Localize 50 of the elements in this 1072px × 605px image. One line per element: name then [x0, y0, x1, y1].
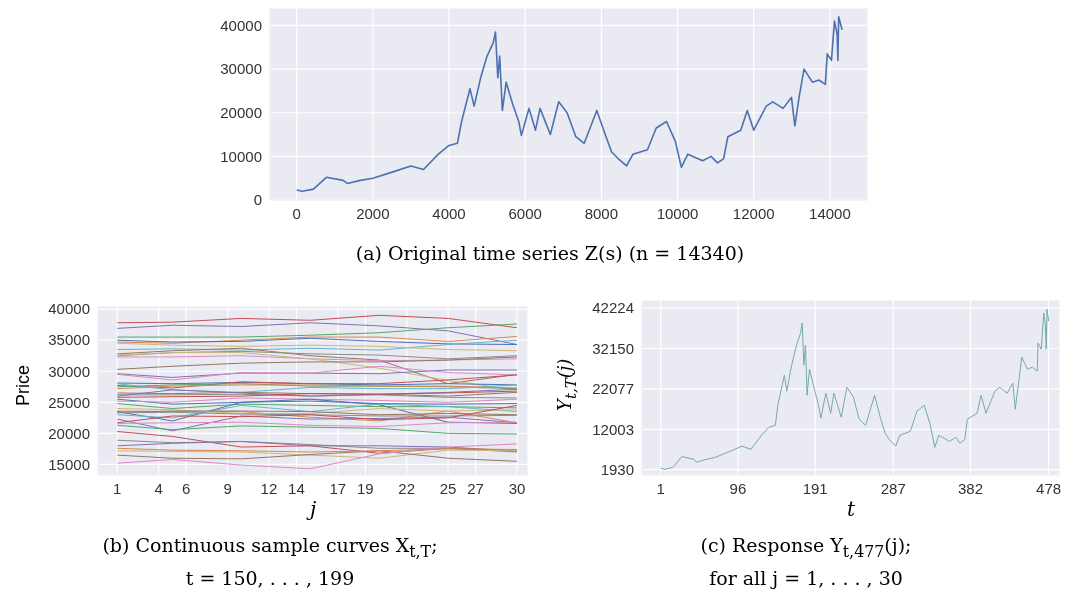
y-tick-label: 30000: [48, 362, 90, 380]
y-tick-label: 40000: [220, 16, 262, 34]
x-tick-label: 27: [467, 479, 484, 497]
x-tick-label: 30: [508, 479, 526, 497]
y-tick-label: 12003: [592, 420, 634, 438]
x-tick-label: 12000: [732, 204, 775, 222]
x-tick-label: 22: [398, 479, 416, 497]
y-tick-label: 0: [253, 191, 262, 209]
x-tick-label: 4: [154, 479, 163, 497]
y-tick-label: 40000: [48, 300, 90, 318]
x-tick-label: 19: [357, 479, 374, 497]
x-tick-label: 2000: [356, 204, 390, 222]
y-tick-label: 20000: [48, 424, 90, 442]
text: (b) Continuous sample curves X$_{t,T}$;: [101, 533, 439, 563]
y-tick-label: 32150: [592, 339, 634, 357]
x-tick-label: 10000: [656, 204, 699, 222]
x-axis-title: t: [845, 497, 856, 521]
x-axis-title: j: [305, 497, 318, 521]
y-tick-label: 1930: [600, 460, 634, 478]
x-tick-label: 191: [802, 479, 828, 497]
x-tick-label: 9: [223, 479, 232, 497]
x-tick-label: 6: [182, 479, 191, 497]
x-tick-label: 1: [656, 479, 665, 497]
text: (c) Response Y$_{t,477}$(j);: [699, 533, 913, 563]
x-tick-label: 287: [880, 479, 906, 497]
x-tick-label: 25: [439, 479, 457, 497]
x-tick-label: 8000: [584, 204, 619, 222]
x-tick-label: 12: [260, 479, 278, 497]
x-tick-label: 96: [729, 479, 747, 497]
y-tick-label: 30000: [220, 60, 262, 78]
x-tick-label: 14000: [809, 204, 851, 222]
text: for all j = 1, . . . , 30: [708, 565, 904, 591]
y-axis-title: Price: [12, 363, 34, 408]
x-tick-label: 478: [1036, 479, 1062, 497]
y-tick-label: 10000: [220, 147, 262, 165]
y-tick-label: 25000: [48, 393, 90, 411]
text: t = 150, . . . , 199: [184, 565, 356, 591]
y-tick-label: 42224: [592, 299, 634, 317]
x-tick-label: 14: [288, 479, 305, 497]
y-tick-label: 35000: [48, 331, 90, 349]
y-tick-label: 15000: [48, 455, 90, 473]
x-tick-label: 0: [292, 204, 301, 222]
text: (a) Original time series Z(s) (n = 14340): [354, 241, 746, 266]
x-tick-label: 1: [113, 479, 122, 497]
y-tick-label: 20000: [220, 104, 262, 122]
x-tick-label: 17: [329, 479, 347, 497]
x-tick-label: 6000: [508, 204, 542, 222]
y-tick-label: 22077: [592, 380, 634, 398]
x-tick-label: 382: [958, 479, 984, 497]
x-tick-label: 4000: [432, 204, 466, 222]
